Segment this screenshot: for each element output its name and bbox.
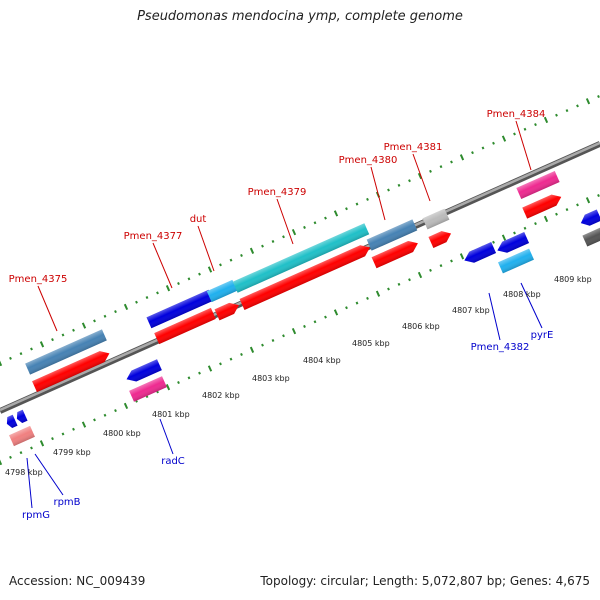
gene-dut-red [214,302,239,321]
gene-pmen-4379-red [239,245,370,310]
label-leader-line [152,242,173,289]
scale-tick-label: 4803 kbp [252,374,290,383]
outer-dotted-line [0,95,600,367]
gene-pmen-4377-blue [146,289,214,329]
gene-pmen-4384-pink [516,170,560,200]
gene-pyre-cyan [498,248,534,274]
scale-tick-label: 4808 kbp [503,290,541,299]
gene-dut-lightblue [206,279,238,303]
scale-tick-label: 4807 kbp [452,306,490,315]
gene-pmen-4375-red [32,351,110,393]
scale-tick-label: 4799 kbp [53,448,91,457]
inner-dotted-line [0,194,600,466]
gene-label-pmen-4379: Pmen_4379 [248,187,307,198]
gene-label-dut: dut [190,214,207,225]
gene-radc-blue [126,359,162,382]
label-leader-line [159,418,174,455]
map-title: Pseudomonas mendocina ymp, complete geno… [137,9,463,24]
label-leader-line [520,282,543,329]
gene-pmen-4382-blue2 [497,232,530,253]
gene-label-rpmb: rpmB [53,497,80,508]
gene-label-pmen-4384: Pmen_4384 [487,109,546,120]
accession-text: Accession: NC_009439 [9,574,146,588]
gene-label-pmen-4377: Pmen_4377 [124,231,183,242]
gene-label-pmen-4381: Pmen_4381 [384,142,443,153]
gene-edge-blue [580,209,600,226]
scale-tick-label: 4802 kbp [202,391,240,400]
label-leader-line [37,285,58,332]
gene-pmen-4379-cyan [232,223,370,293]
label-leader-line [197,225,215,272]
label-leader-line [276,198,294,245]
scale-tick-label: 4798 kbp [5,468,43,477]
scale-tick-label: 4806 kbp [402,322,440,331]
scale-tick-label: 4805 kbp [352,339,390,348]
gene-radc-pink [129,376,167,402]
gene-pmen-4377-red [154,307,216,345]
gene-label-radc: radC [161,456,185,467]
gene-pmen-4384-red [522,194,562,219]
label-leader-line [488,292,501,341]
gene-pmen-4381-grey [422,208,450,230]
label-leader-line [26,457,33,509]
gene-label-pmen-4380: Pmen_4380 [339,155,398,166]
scale-tick-label: 4809 kbp [554,275,592,284]
scale-tick-label: 4804 kbp [303,356,341,365]
scale-tick-label: 4801 kbp [152,410,190,419]
gene-pmen-4380-red [371,241,418,269]
gene-rpmg-blue [6,414,18,429]
gene-pmen-4380-steel [366,219,418,251]
gene-pmen-4382-blue [464,242,497,263]
gene-label-pmen-4375: Pmen_4375 [9,274,68,285]
gene-edge-grey [582,227,600,247]
gene-label-rpmg: rpmG [22,510,50,521]
gene-pmen-4375-steel [25,329,107,375]
label-leader-line [34,453,64,496]
gene-rpmb-blue [16,409,28,424]
label-leader-line [370,166,386,221]
scale-tick-label: 4800 kbp [103,429,141,438]
genome-stats-text: Topology: circular; Length: 5,072,807 bp… [260,574,590,588]
gene-label-pmen-4382: Pmen_4382 [471,342,530,353]
label-leader-line [412,153,431,202]
gene-pmen-4381-red [428,231,452,248]
gene-label-pyre: pyrE [531,330,554,341]
label-leader-line [515,120,532,171]
gene-rpm-salmon [9,425,35,447]
